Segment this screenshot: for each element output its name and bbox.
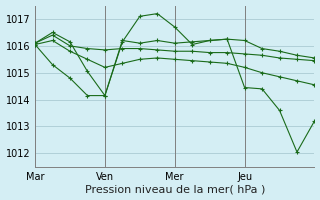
X-axis label: Pression niveau de la mer( hPa ): Pression niveau de la mer( hPa ): [84, 184, 265, 194]
